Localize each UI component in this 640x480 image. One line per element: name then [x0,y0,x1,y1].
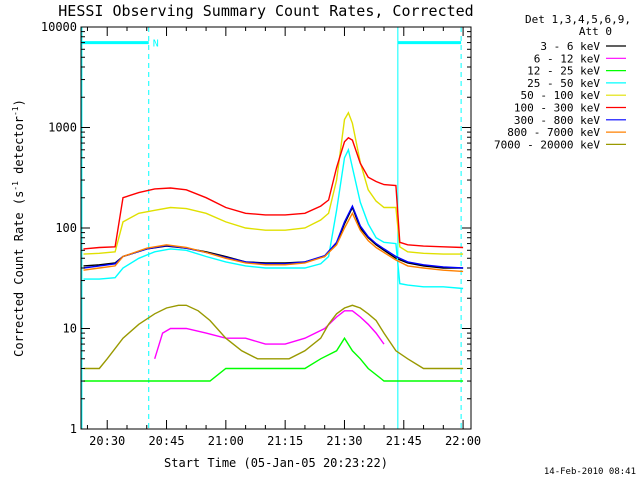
series-line-8 [83,304,464,370]
y-axis-label-sup2: -1 [11,106,20,116]
y-tick-label: 100 [55,221,77,235]
y-axis-label-sup1: -1 [11,181,20,191]
y-axis-label-end: ) [12,99,26,106]
legend-label-4: 50 - 100 keV [521,89,601,102]
legend-label-0: 3 - 6 keV [540,40,600,53]
y-tick-label: 1 [70,422,77,436]
legend-label-8: 7000 - 20000 keV [494,138,600,151]
series-line-7 [83,211,464,273]
legend-label-2: 12 - 25 keV [527,65,600,78]
y-axis-label-part2: detector [12,116,26,181]
x-axis: 20:30 20:45 21:00 21:15 21:30 21:45 22:00 [86,27,481,448]
x-tick-label: 21:45 [386,434,422,448]
x-axis-label: Start Time (05-Jan-05 20:23:22) [164,456,388,470]
x-tick-label: 21:15 [267,434,303,448]
y-tick-label: 1000 [48,121,77,135]
x-tick-label: 22:00 [445,434,481,448]
plot-area: N [81,27,464,429]
series-line-2 [83,336,464,382]
y-axis-label-part1: Corrected Count Rate (s [12,191,26,357]
series-line-1 [154,310,385,360]
legend-header-1: Det 1,3,4,5,6,9, [525,13,631,26]
y-axis: 1 10 100 1000 10000 [41,20,471,436]
series-line-5 [83,136,464,250]
legend-header-2: Att 0 [579,25,612,38]
x-tick-label: 20:30 [89,434,125,448]
x-tick-label: 21:30 [326,434,362,448]
legend-label-3: 25 - 50 keV [527,77,600,90]
legend-label-1: 6 - 12 keV [534,52,601,65]
legend-label-7: 800 - 7000 keV [507,126,600,139]
x-tick-label: 20:45 [148,434,184,448]
legend-label-6: 300 - 800 keV [514,114,600,127]
y-tick-label: 10 [63,322,77,336]
series-line-3 [83,147,464,290]
footer-date: 14-Feb-2010 08:41 [544,467,636,477]
y-tick-label: 10000 [41,20,77,34]
series-line-4 [83,111,464,255]
y-axis-label: Corrected Count Rate (s-1 detector-1) [11,99,26,357]
chart-title: HESSI Observing Summary Count Rates, Cor… [58,2,473,20]
series-layer [83,111,464,382]
legend-label-5: 100 - 300 keV [514,102,600,115]
x-tick-label: 21:00 [208,434,244,448]
annotation-N: N [153,39,159,50]
